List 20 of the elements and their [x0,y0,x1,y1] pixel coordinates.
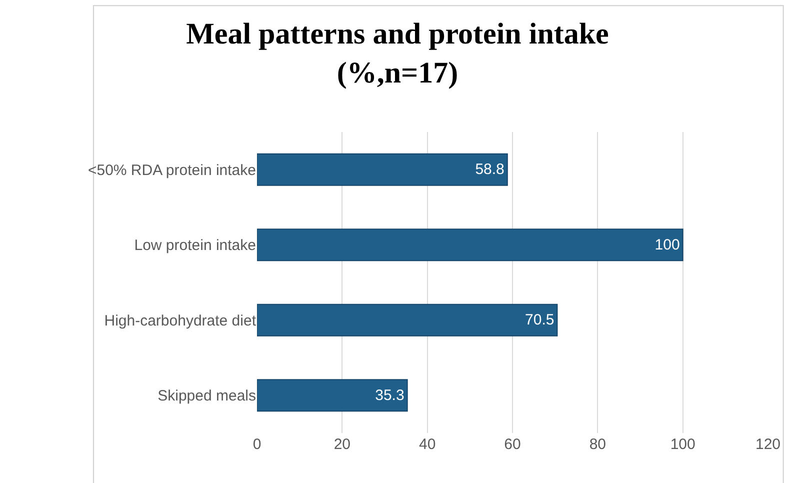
bar [257,304,558,336]
x-tick-label: 120 [755,436,781,453]
x-tick-label: 0 [252,436,262,453]
bar [257,228,684,262]
chart-title: Meal patterns and protein intake (%,n=17) [186,17,609,90]
bar [257,153,508,186]
x-tick-label: 40 [418,436,436,453]
y-tick-label: Skipped meals [158,388,256,405]
x-tick-label: 60 [504,436,521,453]
data-label: 35.3 [375,386,404,404]
data-label: 100 [654,236,680,254]
y-tick-label: Low protein intake [134,237,256,254]
data-label: 58.8 [475,161,504,178]
y-tick-label: <50% RDA protein intake [88,162,256,179]
x-tick-label: 100 [670,436,696,453]
y-tick-label: High-carbohydrate diet [104,312,257,330]
bar [257,379,408,412]
x-tick-label: 80 [589,436,606,453]
data-label: 70.5 [525,312,554,329]
x-tick-label: 20 [334,436,351,453]
